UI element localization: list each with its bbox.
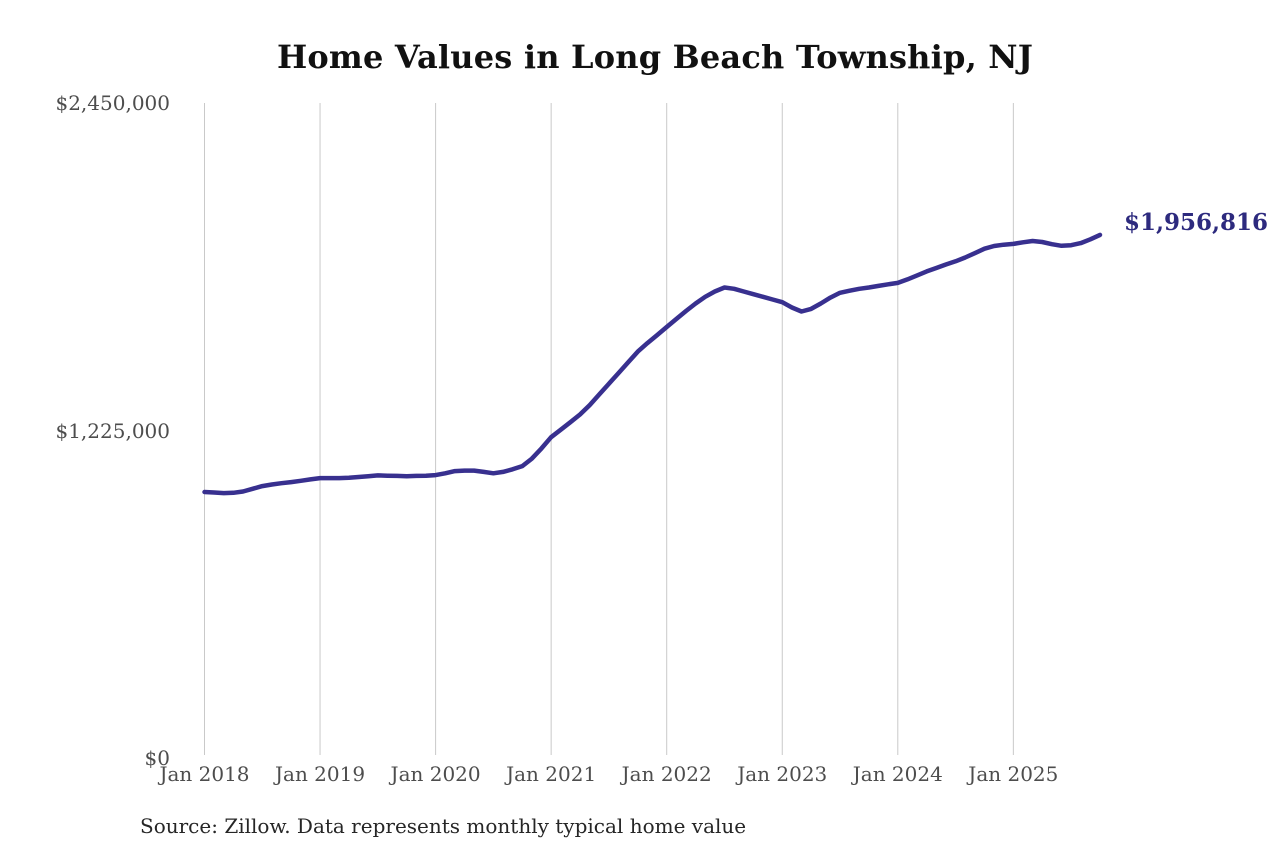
x-tick-label: Jan 2020 xyxy=(390,762,481,786)
x-tick-label: Jan 2023 xyxy=(737,762,828,786)
y-tick-label: $2,450,000 xyxy=(55,91,170,115)
source-note: Source: Zillow. Data represents monthly … xyxy=(140,814,747,838)
latest-value-label: $1,956,816 xyxy=(1124,208,1269,236)
x-tick-label: Jan 2024 xyxy=(852,762,943,786)
home-value-line xyxy=(202,232,1103,496)
x-tick-label: Jan 2019 xyxy=(275,762,366,786)
y-tick-label: $0 xyxy=(144,746,170,770)
y-tick-label: $1,225,000 xyxy=(55,418,170,443)
x-tick-label: Jan 2025 xyxy=(968,762,1059,786)
x-tick-label: Jan 2018 xyxy=(159,762,250,786)
x-tick-label: Jan 2021 xyxy=(506,762,597,786)
x-tick-label: Jan 2022 xyxy=(621,762,712,786)
chart-title: Home Values in Long Beach Township, NJ xyxy=(276,38,1034,76)
year-gridlines xyxy=(204,103,1014,755)
